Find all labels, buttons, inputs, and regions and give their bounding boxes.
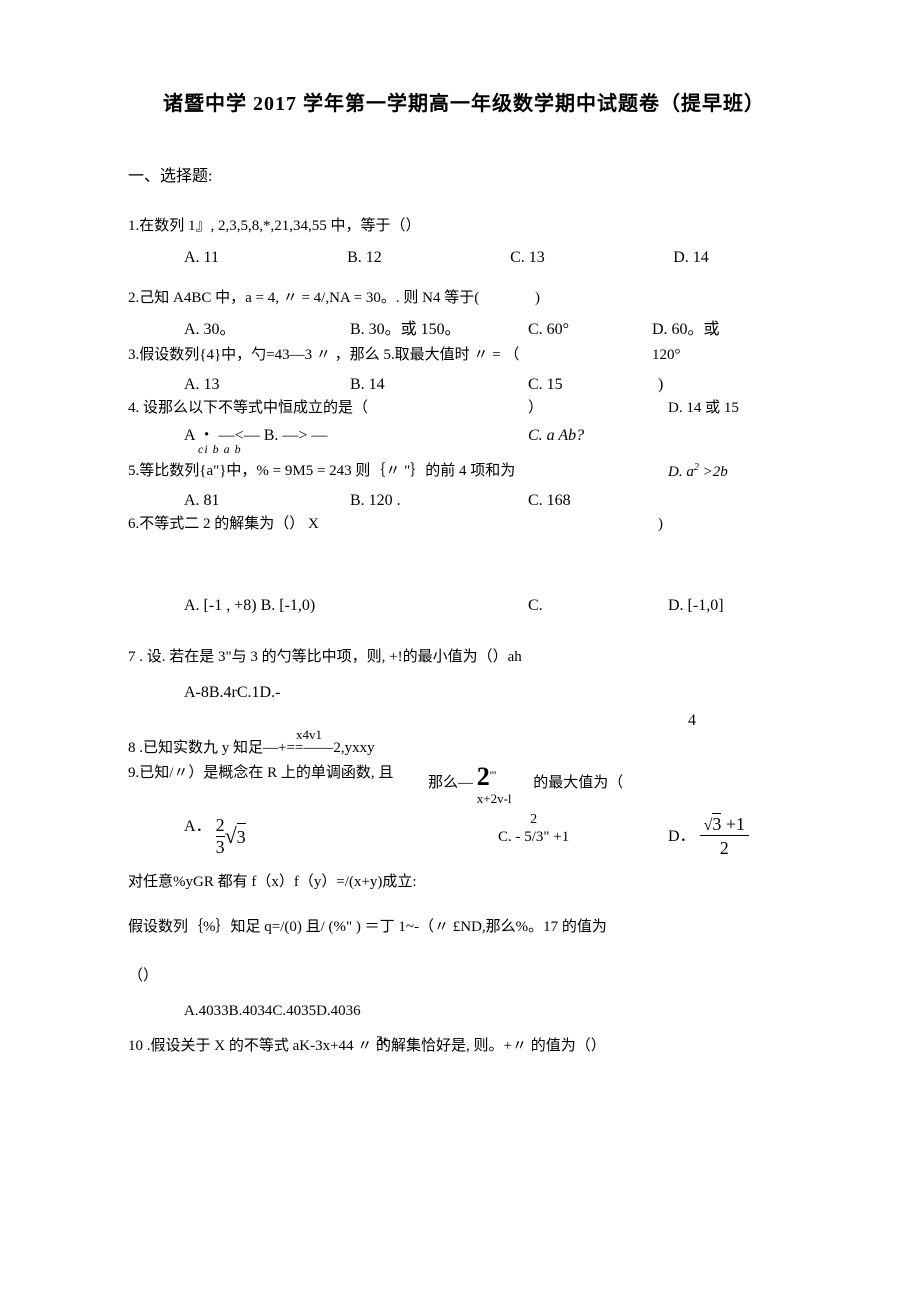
q9-frac-den: x+2v-l [477, 789, 512, 808]
q2-text: 2.己知 A4BC 中，a = 4, 〃 = 4/,NA = 30。. 则 N4… [128, 288, 800, 309]
q9-mid-pre: 那么— [428, 775, 473, 791]
q10-text: 10 .假设关于 X 的不等式 aK-3x+44 〃 的解集恰好是, 则。+〃 … [128, 1036, 800, 1057]
question-8: x4v1 8 .已知实数九 y 知足—+==——2,yxxy [128, 738, 800, 759]
q7-right-4: 4 [688, 710, 696, 732]
middle-text-3: （） [128, 966, 800, 987]
q9-a-math: 23√3 [216, 816, 246, 858]
q2-opt-c: C. 60° [528, 319, 569, 341]
q5-opt-b: B. 120 . [350, 490, 401, 512]
q10-sup: 3r [376, 1032, 388, 1052]
middle-text-1: 对任意%yGR 都有 f（x）f（y）=/(x+y)成立: [128, 872, 800, 893]
section-header: 一、选择题: [128, 166, 800, 188]
question-4: 4. 设那么以下不等式中恒成立的是（ ） D. 14 或 15 A ・ —<— … [128, 398, 800, 461]
page-title: 诸暨中学 2017 学年第一学期高一年级数学期中试题卷（提早班） [128, 90, 800, 118]
q9-options: A． 23√3 2 C. - 5/3" +1 D． √3 +1 2 [128, 810, 800, 860]
q4-opt-d: D. a2 >2b [668, 461, 728, 483]
q9-opt-d: D． √3 +1 2 [668, 814, 749, 860]
q6-opt-d: D. [-1,0] [668, 595, 724, 617]
q9-big2-sup: ''' [490, 768, 497, 782]
q9-big2: 2 [477, 762, 490, 791]
q4-paren: ） [528, 398, 543, 419]
q3-opt-d: D. 14 或 15 [668, 398, 739, 419]
q2-opt-a: A. 30。 [184, 319, 236, 341]
question-1: 1.在数列 1』, 2,3,5,8,*,21,34,55 中，等于（） A. 1… [128, 216, 800, 269]
q9-big2-frac: 2''' x+2v-l [477, 759, 512, 809]
q9-opt-c: 2 C. - 5/3" +1 [498, 810, 569, 849]
q6-opt-ab: A. [-1 , +8) B. [-1,0) [184, 595, 315, 617]
q3-opt-b: B. 14 [350, 374, 385, 396]
q9-d-label: D． [668, 828, 696, 845]
question-6: 6.不等式二 2 的解集为（） X ) [128, 514, 800, 535]
q2-opt-d2: 120° [652, 345, 681, 366]
q3-opt-a: A. 13 [184, 374, 220, 396]
q6-text-row: 6.不等式二 2 的解集为（） X ) [128, 514, 800, 535]
q8-sup: x4v1 [296, 726, 322, 744]
q9-mid: 那么— 2''' x+2v-l 的最大值为（ [428, 759, 623, 809]
q5-paren: ) [658, 514, 663, 535]
q2-paren: ) [535, 290, 540, 306]
q7-right: 4 [128, 710, 800, 730]
q4-text: 4. 设那么以下不等式中恒成立的是（ [128, 400, 368, 416]
q6-opt-c: C. [528, 595, 543, 617]
question-7: 7 . 设. 若在是 3"与 3 的勺等比中项，则, +!的最小值为（）ah A… [128, 647, 800, 730]
question-3: 3.假设数列{4}中，勺=43—3 〃 ，那么 5.取最大值时 〃 = （ 12… [128, 345, 800, 398]
q4-opt-c: C. a Ab? [528, 425, 584, 447]
q5-text-row: 5.等比数列{a"}中，% = 9M5 = 243 则｛〃 "｝的前 4 项和为… [128, 461, 800, 482]
q9-opt-a: A． 23√3 [184, 816, 246, 858]
q3-paren: ) [658, 374, 663, 396]
q3-text: 3.假设数列{4}中，勺=43—3 〃 ，那么 5.取最大值时 〃 = （ [128, 347, 519, 363]
q9-text: 9.已知/〃）是概念在 R 上的单调函数, 且 [128, 765, 393, 781]
q9-c-text: C. - 5/3" +1 [498, 827, 569, 848]
q7-text: 7 . 设. 若在是 3"与 3 的勺等比中项，则, +!的最小值为（）ah [128, 647, 800, 668]
q3-options: A. 13 B. 14 C. 15 ) [128, 374, 800, 398]
q3-opt-c: C. 15 [528, 374, 563, 396]
middle-text-2: 假设数列｛%｝知足 q=/(0) 且/ (%" ) ＝丁 1~-（〃 £ND,那… [128, 917, 800, 938]
q1-text: 1.在数列 1』, 2,3,5,8,*,21,34,55 中，等于（） [128, 216, 800, 237]
q5-opt-a: A. 81 [184, 490, 220, 512]
q9-a-label: A． [184, 818, 212, 835]
q1-opt-d: D. 14 [673, 247, 800, 269]
q9-mid-after: 的最大值为（ [533, 775, 623, 791]
q1-opt-b: B. 12 [347, 247, 510, 269]
q4-text-row: 4. 设那么以下不等式中恒成立的是（ ） D. 14 或 15 [128, 398, 800, 419]
q2-options: A. 30。 B. 30。或 150。 C. 60° D. 60。或 [128, 319, 800, 345]
q1-options: A. 11 B. 12 C. 13 D. 14 [128, 247, 800, 269]
question-5: 5.等比数列{a"}中，% = 9M5 = 243 则｛〃 "｝的前 4 项和为… [128, 461, 800, 514]
q8-text: 8 .已知实数九 y 知足—+==——2,yxxy [128, 738, 800, 759]
q9-text-row: 9.已知/〃）是概念在 R 上的单调函数, 且 那么— 2''' x+2v-l … [128, 763, 800, 784]
q4-opt-ab-sub: ci b a b [198, 441, 242, 458]
q5-opt-c: C. 168 [528, 490, 571, 512]
question-9: 9.已知/〃）是概念在 R 上的单调函数, 且 那么— 2''' x+2v-l … [128, 763, 800, 860]
q5-options: A. 81 B. 120 . C. 168 [128, 490, 800, 514]
q9-d-math: √3 +1 2 [700, 814, 749, 860]
q3-text-row: 3.假设数列{4}中，勺=43—3 〃 ，那么 5.取最大值时 〃 = （ 12… [128, 345, 800, 366]
q2-opt-b: B. 30。或 150。 [350, 319, 461, 341]
q7-opts: A-8B.4rC.1D.- [184, 682, 280, 704]
q6-options: A. [-1 , +8) B. [-1,0) C. D. [-1,0] [128, 595, 800, 619]
q2-stem: 2.己知 A4BC 中，a = 4, 〃 = 4/,NA = 30。. 则 N4… [128, 290, 479, 306]
opts-4033: A.4033B.4034C.4035D.4036 [184, 1001, 800, 1022]
q7-options: A-8B.4rC.1D.- [128, 682, 800, 710]
question-2: 2.己知 A4BC 中，a = 4, 〃 = 4/,NA = 30。. 则 N4… [128, 288, 800, 345]
q6-text: 6.不等式二 2 的解集为（） X [128, 516, 319, 532]
q1-opt-a: A. 11 [184, 247, 347, 269]
q1-opt-c: C. 13 [510, 247, 673, 269]
q2-opt-d1: D. 60。或 [652, 319, 720, 341]
q5-text: 5.等比数列{a"}中，% = 9M5 = 243 则｛〃 "｝的前 4 项和为 [128, 463, 515, 479]
question-10: 3r 10 .假设关于 X 的不等式 aK-3x+44 〃 的解集恰好是, 则。… [128, 1036, 800, 1057]
q4-options: A ・ —<— B. —> — ci b a b C. a Ab? [128, 425, 800, 461]
